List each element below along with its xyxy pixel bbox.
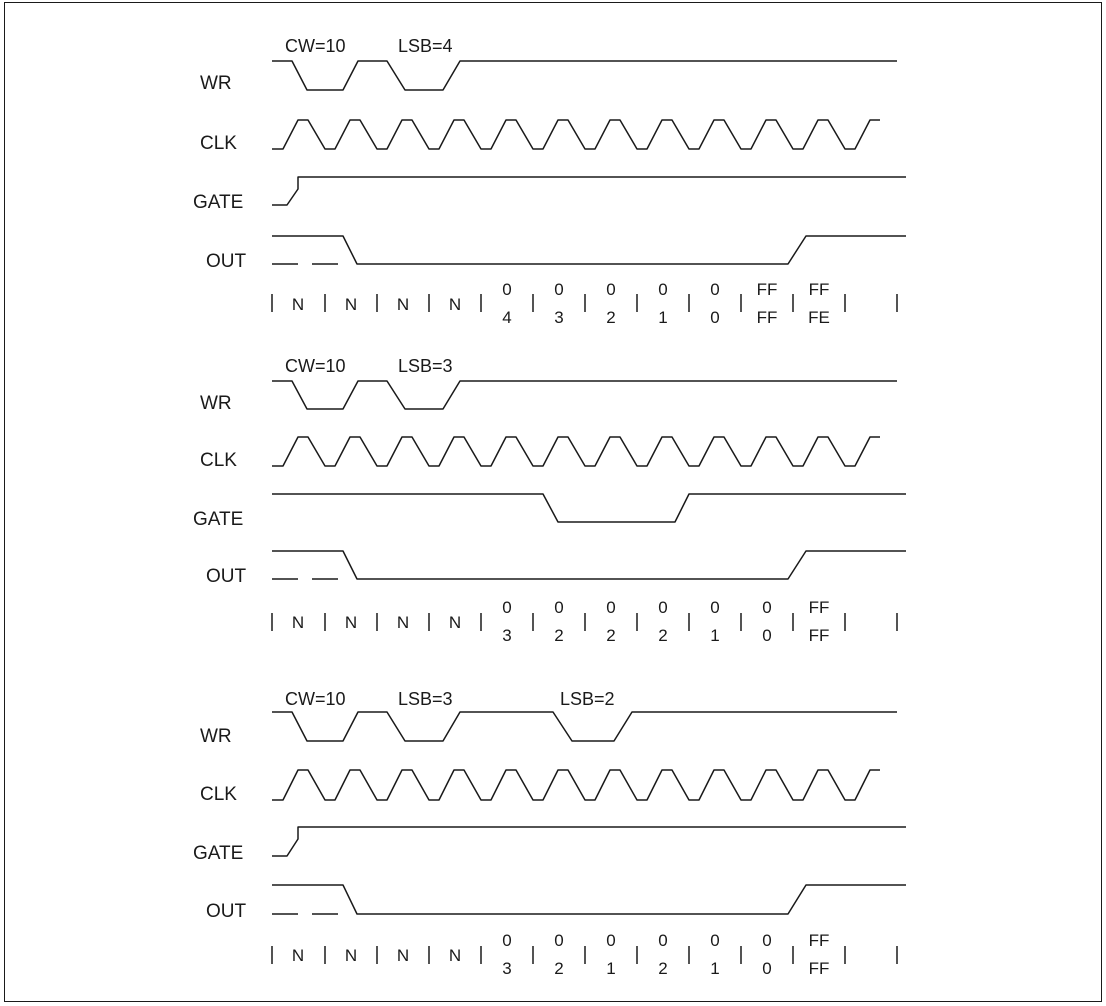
gate-label: GATE [193,843,243,864]
count-lsb: 3 [502,959,511,978]
count-msb: 0 [710,598,719,617]
count-value: N [397,613,409,632]
count-lsb: 1 [710,626,719,645]
count-lsb: 2 [606,308,615,327]
wr-annotation-cw: CW=10 [285,689,346,709]
count-lsb: FF [809,959,830,978]
count-value: N [449,613,461,632]
count-msb: 0 [554,280,563,299]
out-label: OUT [206,901,247,922]
wr-trace [272,380,897,410]
count-msb: FF [757,280,778,299]
count-msb: 0 [710,280,719,299]
wr-label: WR [200,393,232,414]
count-lsb: 1 [710,959,719,978]
count-lsb: 2 [554,959,563,978]
panel-2-count-row: N N N N 0 3 0 2 0 2 0 2 0 1 0 0 FF FF [271,598,898,645]
clk-trace [272,769,880,801]
out-label: OUT [206,251,247,272]
count-lsb: 1 [658,308,667,327]
gate-label: GATE [193,192,243,213]
diagram-frame [4,2,1102,1002]
count-value: N [449,295,461,314]
count-value: N [345,946,357,965]
panel-3-count-row: N N N N 0 3 0 2 0 1 0 2 0 1 0 0 FF FF [271,931,898,978]
count-msb: 0 [658,280,667,299]
wr-annotation-lsb: LSB=3 [398,689,453,709]
count-value: N [397,946,409,965]
wr-annotation-lsb: LSB=3 [398,356,453,376]
count-value: N [292,295,304,314]
count-lsb: 0 [762,626,771,645]
clk-label: CLK [200,450,237,471]
count-msb: 0 [710,931,719,950]
count-lsb: FF [757,308,778,327]
count-msb: FF [809,598,830,617]
count-lsb: 3 [502,626,511,645]
count-lsb: 2 [606,626,615,645]
out-label: OUT [206,566,247,587]
panel-3: WR CLK GATE OUT CW=10 LSB=3 LSB=2 [193,689,906,922]
clk-trace [272,436,880,467]
panel-1-count-row: N N N N 0 4 0 3 0 2 0 1 0 0 FF FF FF FE [271,280,898,327]
count-value: N [292,613,304,632]
wr-label: WR [200,726,232,747]
count-msb: 0 [762,931,771,950]
count-value: N [345,295,357,314]
count-value: N [345,613,357,632]
count-msb: 0 [658,598,667,617]
gate-label: GATE [193,509,243,530]
count-msb: 0 [502,931,511,950]
count-lsb: 0 [710,308,719,327]
count-lsb: 2 [658,959,667,978]
wr-annotation-cw: CW=10 [285,36,346,56]
count-msb: 0 [762,598,771,617]
count-value: N [449,946,461,965]
count-lsb: FE [808,308,830,327]
count-msb: 0 [606,931,615,950]
count-msb: 0 [502,598,511,617]
count-lsb: 0 [762,959,771,978]
count-lsb: 2 [658,626,667,645]
count-msb: 0 [606,280,615,299]
out-trace-high [272,550,906,580]
count-msb: 0 [606,598,615,617]
count-value: N [397,295,409,314]
wr-trace [272,711,897,742]
wr-trace [272,60,897,91]
wr-annotation-cw: CW=10 [285,356,346,376]
count-msb: 0 [554,931,563,950]
clk-label: CLK [200,133,237,154]
wr-annotation-lsb-2: LSB=2 [560,689,615,709]
out-trace-high [272,884,906,915]
count-msb: FF [809,280,830,299]
count-msb: FF [809,931,830,950]
count-lsb: 4 [502,308,511,327]
count-lsb: 1 [606,959,615,978]
count-msb: 0 [502,280,511,299]
out-trace-high [272,235,906,265]
gate-trace [272,493,906,523]
count-msb: 0 [554,598,563,617]
wr-label: WR [200,73,232,94]
gate-trace [272,826,906,857]
count-msb: 0 [658,931,667,950]
count-lsb: FF [809,626,830,645]
clk-trace [272,119,880,150]
panel-2: WR CLK GATE OUT CW=10 LSB=3 [193,356,906,587]
count-lsb: 2 [554,626,563,645]
count-value: N [292,946,304,965]
clk-label: CLK [200,784,237,805]
wr-annotation-lsb: LSB=4 [398,36,453,56]
gate-trace [272,176,906,206]
panel-1: WR CLK GATE OUT CW=10 LSB=4 [193,36,906,272]
count-lsb: 3 [554,308,563,327]
